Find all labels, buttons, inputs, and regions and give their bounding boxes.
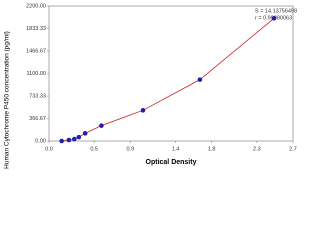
y-tick-label: 733.33: [29, 93, 46, 99]
y-tick-label: 1466.67: [26, 48, 46, 54]
x-tick-label: 2.3: [253, 146, 261, 152]
y-tick-label: 0.00: [35, 138, 46, 144]
data-point: [99, 123, 104, 128]
data-point: [59, 138, 64, 144]
annotation: S = 14.13756498: [255, 8, 297, 14]
x-tick-label: 2.7: [289, 146, 297, 152]
x-tick-label: 0.5: [90, 146, 98, 152]
y-tick-label: 1833.33: [26, 26, 46, 32]
x-axis-title: Optical Density: [146, 159, 197, 166]
x-tick-label: 0.9: [127, 146, 135, 152]
chart: Optical Density Human Cytochrome P450 co…: [4, 3, 297, 169]
x-tick-label: 1.8: [208, 146, 216, 152]
y-tick-label: 366.67: [29, 116, 46, 122]
data-point: [197, 77, 203, 82]
x-tick-label: 0.0: [45, 146, 53, 152]
data-point: [76, 134, 82, 140]
data-point: [72, 136, 77, 142]
data-point: [82, 131, 88, 136]
data-point: [271, 15, 277, 21]
data-point: [66, 137, 72, 143]
y-tick-label: 2200.00: [26, 3, 46, 9]
data-point: [140, 108, 146, 113]
plot-area: [48, 5, 294, 142]
y-tick-label: 1100.00: [27, 71, 46, 77]
y-axis-title: Human Cytochrome P450 concentration (pg/…: [4, 31, 11, 169]
x-tick-label: 1.4: [172, 146, 180, 152]
